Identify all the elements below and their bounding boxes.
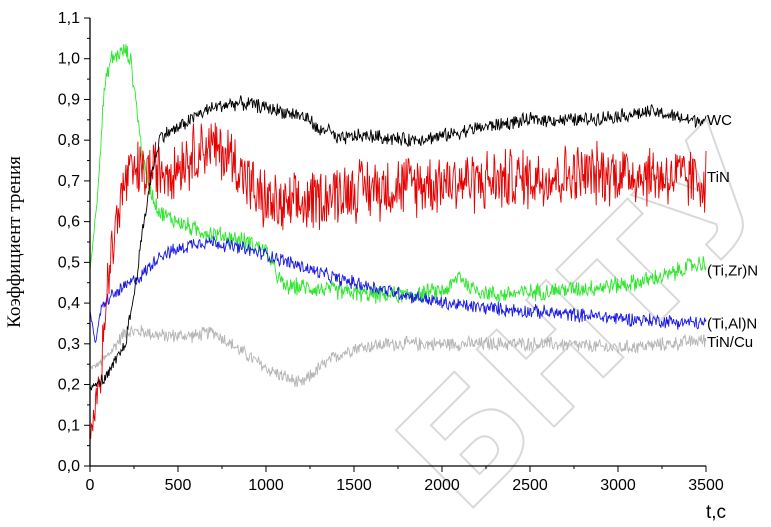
y-tick-label: 0,5: [58, 254, 80, 271]
series-label-wc: WC: [707, 112, 732, 129]
y-tick-label: 0,3: [58, 336, 80, 353]
x-tick-label: 2500: [512, 477, 548, 494]
series-line-tin-cu: [89, 325, 707, 388]
y-tick-label: 0,9: [58, 91, 80, 108]
y-tick-label: 1,0: [58, 51, 80, 68]
series-label-ti-zr-n: (Ti,Zr)N: [707, 263, 758, 280]
series-label-ti-al-n: (Ti,Al)N: [707, 315, 757, 332]
series-line-ti-zr-n: [89, 43, 707, 304]
y-tick-label: 0,6: [58, 214, 80, 231]
y-tick-label: 0,4: [58, 295, 80, 312]
x-tick-label: 0: [86, 477, 95, 494]
x-axis-title: t,c: [706, 502, 726, 523]
series-line-ti-al-n: [89, 236, 707, 344]
watermark: БНТУ: [365, 95, 771, 527]
y-axis-title: Коэффициент трения: [4, 156, 25, 328]
x-tick-label: 1500: [336, 477, 372, 494]
y-tick-label: 1,1: [58, 10, 80, 27]
x-tick-label: 3000: [600, 477, 636, 494]
x-tick-label: 2000: [424, 477, 460, 494]
x-tick-label: 1000: [248, 477, 284, 494]
y-tick-label: 0,0: [58, 458, 80, 475]
x-tick-label: 3500: [688, 477, 724, 494]
y-tick-label: 0,2: [58, 377, 80, 394]
y-tick-label: 0,7: [58, 173, 80, 190]
x-tick-label: 500: [165, 477, 192, 494]
tick-layer: 0 500 1000 1500 2000 2500 3000 3500 0,0 0,1 0,2 0,3…: [58, 10, 724, 494]
watermark-text: БНТУ: [366, 96, 771, 527]
series-line-wc: [89, 95, 707, 391]
series-line-tin: [89, 122, 707, 439]
series-label-tin: TiN: [707, 169, 730, 186]
y-tick-label: 0,1: [58, 417, 80, 434]
y-tick-label: 0,8: [58, 132, 80, 149]
series-label-layer: WC TiN (Ti,Zr)N (Ti,Al)N TiN/Cu: [707, 112, 758, 351]
series-label-tin-cu: TiN/Cu: [707, 334, 753, 351]
series-layer: [89, 43, 707, 439]
